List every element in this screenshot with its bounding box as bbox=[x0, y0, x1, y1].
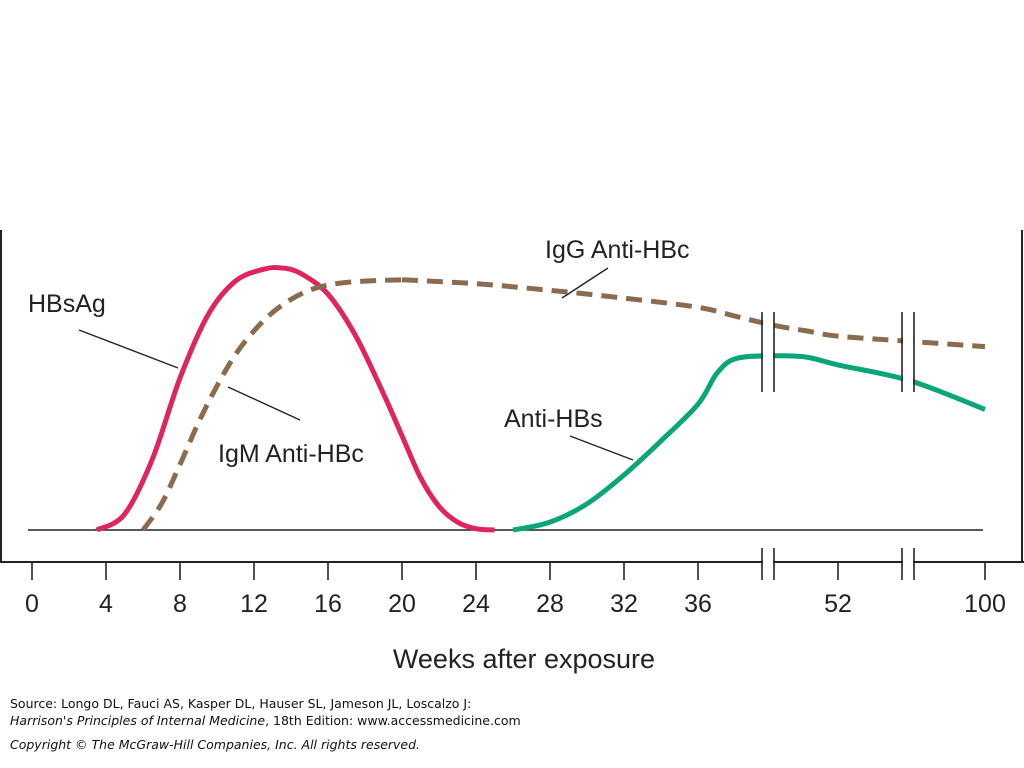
x-tick-label-4: 4 bbox=[99, 590, 113, 618]
igg-leader bbox=[561, 267, 609, 299]
hbsag-leader bbox=[78, 329, 179, 369]
igm-anti-hbc-label: IgM Anti-HBc bbox=[218, 440, 364, 468]
x-tick-label-0: 0 bbox=[25, 590, 39, 618]
source-citation: Source: Longo DL, Fauci AS, Kasper DL, H… bbox=[10, 695, 1010, 753]
edition-text: , 18th Edition: www.accessmedicine.com bbox=[265, 713, 521, 728]
hbsag-label: HBsAg bbox=[28, 290, 106, 318]
x-tick-label-52: 52 bbox=[824, 590, 852, 618]
x-tick-label-8: 8 bbox=[173, 590, 187, 618]
x-tick-label-36: 36 bbox=[684, 590, 712, 618]
x-tick-label-16: 16 bbox=[314, 590, 342, 618]
x-tick-label-20: 20 bbox=[388, 590, 416, 618]
x-tick-label-28: 28 bbox=[536, 590, 564, 618]
igg-anti-hbc-label: IgG Anti-HBc bbox=[545, 236, 690, 264]
source-line-2: Harrison's Principles of Internal Medici… bbox=[10, 712, 1010, 729]
x-axis-title: Weeks after exposure bbox=[393, 644, 655, 674]
x-tick-label-12: 12 bbox=[240, 590, 268, 618]
series-anti-hbs-line bbox=[512, 353, 986, 533]
plot-break-gap-2 bbox=[903, 310, 913, 392]
anti-hbs-label: Anti-HBs bbox=[504, 405, 603, 433]
axis-break-gap-2 bbox=[903, 548, 913, 576]
source-line-1: Source: Longo DL, Fauci AS, Kasper DL, H… bbox=[10, 696, 472, 711]
x-tick-label-100: 100 bbox=[964, 590, 1006, 618]
axis-break-gap-1 bbox=[763, 548, 773, 576]
igm-leader bbox=[227, 386, 301, 421]
series-igm-anti-hbc-line bbox=[140, 277, 403, 532]
book-title: Harrison's Principles of Internal Medici… bbox=[10, 713, 266, 728]
copyright-notice: Copyright © The McGraw-Hill Companies, I… bbox=[10, 737, 421, 752]
x-tick-label-24: 24 bbox=[462, 590, 490, 618]
series-igg-anti-hbc-line bbox=[401, 277, 986, 350]
x-tick-label-32: 32 bbox=[610, 590, 638, 618]
antihbs-leader bbox=[569, 435, 634, 461]
series-hbsag-line bbox=[95, 265, 495, 533]
plot-break-gap-1 bbox=[763, 310, 773, 392]
